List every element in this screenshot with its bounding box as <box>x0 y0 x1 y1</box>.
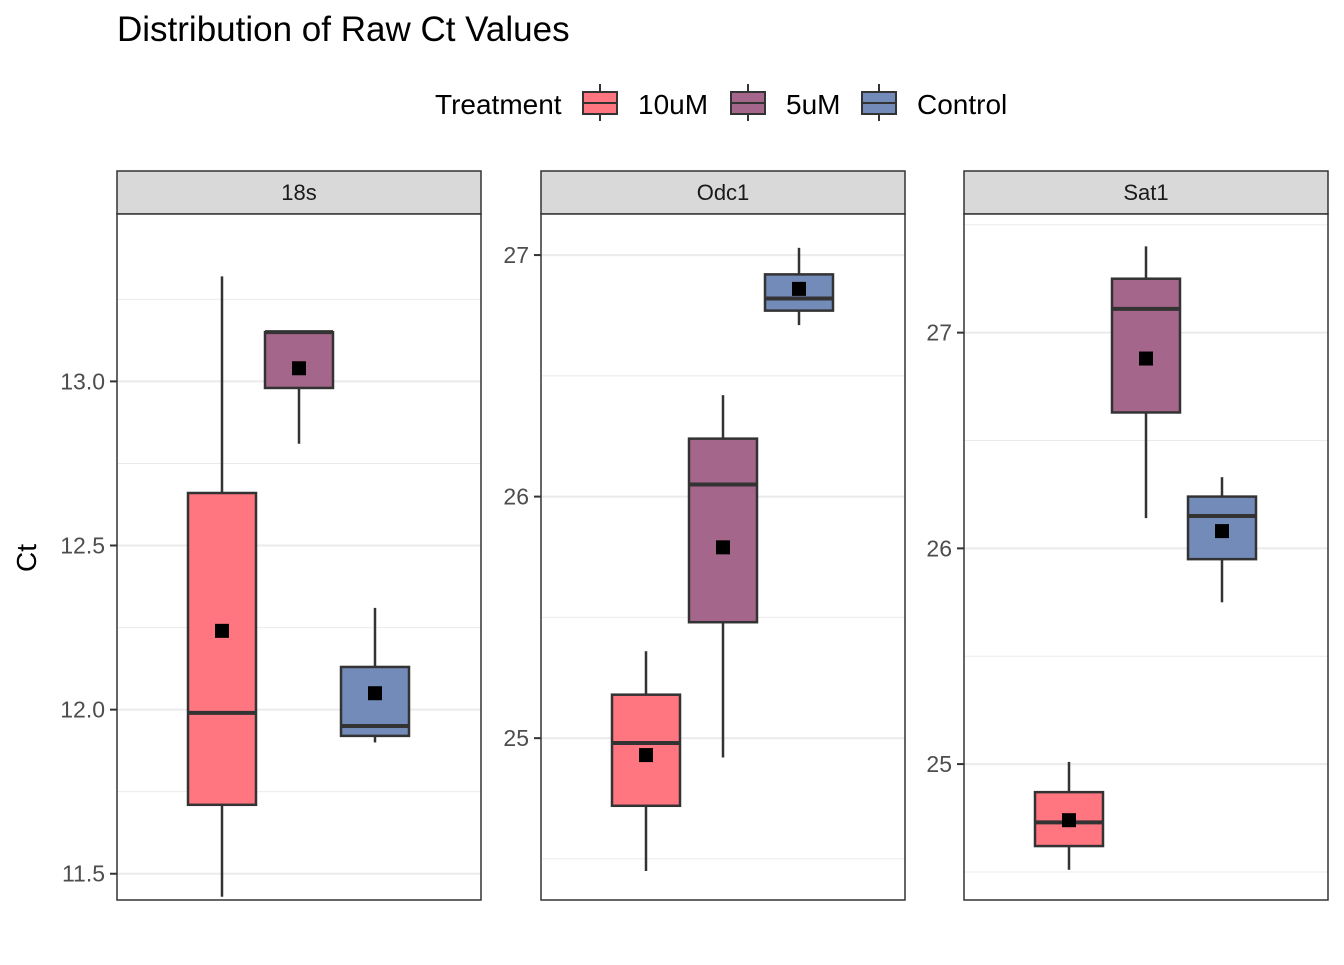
facet-strip <box>116 170 482 215</box>
mean-point <box>1139 351 1153 366</box>
facet-strip-label: 18s <box>281 180 316 205</box>
facet-odc1: Odc1 25 26 27 <box>503 170 906 901</box>
box-iqr <box>687 437 759 624</box>
mean-point <box>368 686 382 701</box>
facet-sat1: Sat1 25 26 27 <box>926 170 1329 901</box>
panel-border <box>116 213 482 901</box>
y-tick-label: 25 <box>926 751 952 777</box>
mean-point <box>1062 813 1076 828</box>
facet-18s: 18s 11.5 12.0 12.5 13.0 <box>60 170 482 901</box>
facet-strip <box>540 170 906 215</box>
mean-point <box>1215 524 1229 539</box>
box-control <box>1186 477 1258 603</box>
box-5um <box>263 330 335 444</box>
legend: Treatment 10uM 5uM Control <box>435 84 1007 121</box>
y-tick-label: 27 <box>503 242 529 268</box>
y-tick-label: 12.5 <box>60 533 105 559</box>
y-tick-label: 26 <box>503 484 529 510</box>
legend-label: 10uM <box>638 89 708 120</box>
legend-label: 5uM <box>786 89 840 120</box>
y-tick-label: 25 <box>503 725 529 751</box>
legend-label: Control <box>917 89 1007 120</box>
y-axis-label: Ct <box>11 544 42 572</box>
legend-item-10um: 10uM <box>582 84 708 121</box>
box-control <box>339 607 411 743</box>
mean-point <box>716 540 730 555</box>
box-5um <box>1110 246 1182 519</box>
panel-border <box>963 213 1329 901</box>
box-10um <box>1033 761 1105 870</box>
box-control <box>763 247 835 326</box>
y-tick-label: 12.0 <box>60 697 105 723</box>
y-tick-label: 13.0 <box>60 368 105 394</box>
box-10um <box>610 651 682 872</box>
facet-strip-label: Odc1 <box>697 180 750 205</box>
box-iqr <box>263 330 335 390</box>
box-5um <box>687 395 759 758</box>
facet-strip <box>963 170 1329 215</box>
panel-background <box>117 214 481 900</box>
box-10um <box>186 276 258 897</box>
mean-point <box>639 748 653 763</box>
y-tick-label: 11.5 <box>62 861 105 887</box>
box-iqr <box>186 491 258 807</box>
facet-strip-label: Sat1 <box>1123 180 1168 205</box>
y-tick-label: 26 <box>926 535 952 561</box>
mean-point <box>215 623 229 638</box>
legend-title: Treatment <box>435 89 562 120</box>
legend-item-5um: 5uM <box>730 84 840 121</box>
chart-title: Distribution of Raw Ct Values <box>117 10 570 49</box>
mean-point <box>292 361 306 376</box>
box-iqr <box>1110 277 1182 414</box>
y-tick-label: 27 <box>926 320 952 346</box>
mean-point <box>792 281 806 296</box>
panel-border <box>540 213 906 901</box>
legend-item-control: Control <box>861 84 1007 121</box>
facet-panels: 18s 11.5 12.0 12.5 13.0 Odc1 25 26 27 Sat1 25 26 27 <box>60 170 1329 901</box>
